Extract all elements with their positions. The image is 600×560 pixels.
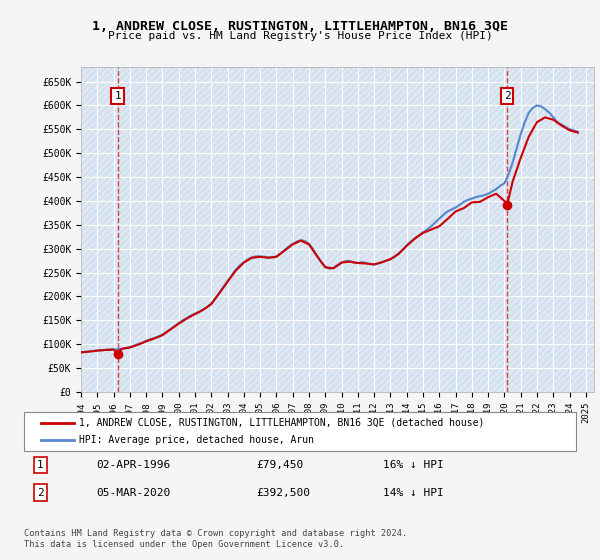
Text: 1: 1 [37, 460, 44, 470]
Text: HPI: Average price, detached house, Arun: HPI: Average price, detached house, Arun [79, 435, 314, 445]
Text: 1: 1 [114, 91, 121, 101]
Text: 2: 2 [504, 91, 511, 101]
Text: 1, ANDREW CLOSE, RUSTINGTON, LITTLEHAMPTON, BN16 3QE (detached house): 1, ANDREW CLOSE, RUSTINGTON, LITTLEHAMPT… [79, 418, 485, 428]
Text: 16% ↓ HPI: 16% ↓ HPI [383, 460, 443, 470]
Text: 02-APR-1996: 02-APR-1996 [96, 460, 170, 470]
Text: £392,500: £392,500 [256, 488, 310, 498]
Text: £79,450: £79,450 [256, 460, 303, 470]
Text: 1, ANDREW CLOSE, RUSTINGTON, LITTLEHAMPTON, BN16 3QE: 1, ANDREW CLOSE, RUSTINGTON, LITTLEHAMPT… [92, 20, 508, 32]
Text: Contains HM Land Registry data © Crown copyright and database right 2024.
This d: Contains HM Land Registry data © Crown c… [24, 529, 407, 549]
Text: 14% ↓ HPI: 14% ↓ HPI [383, 488, 443, 498]
Text: 05-MAR-2020: 05-MAR-2020 [96, 488, 170, 498]
FancyBboxPatch shape [24, 412, 576, 451]
Text: 2: 2 [37, 488, 44, 498]
Text: Price paid vs. HM Land Registry's House Price Index (HPI): Price paid vs. HM Land Registry's House … [107, 31, 493, 41]
